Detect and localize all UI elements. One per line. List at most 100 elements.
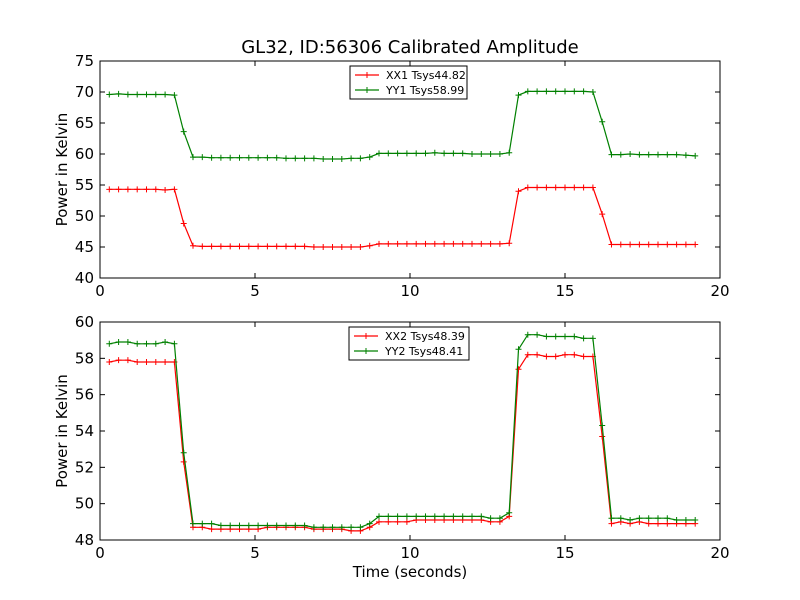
data-point — [413, 240, 420, 247]
data-point — [190, 154, 196, 161]
data-point — [115, 338, 122, 345]
data-point — [571, 351, 578, 358]
data-point — [599, 433, 606, 440]
x-tick-label: 0 — [95, 544, 105, 562]
data-point — [208, 526, 215, 533]
data-point — [441, 240, 448, 247]
data-point — [385, 518, 392, 525]
data-point — [543, 333, 550, 340]
data-point — [152, 340, 159, 347]
data-point — [403, 518, 410, 525]
data-point — [441, 513, 448, 520]
data-point — [338, 244, 345, 250]
data-point — [617, 241, 624, 248]
data-point — [264, 154, 271, 161]
data-point — [273, 522, 280, 529]
data-point — [617, 151, 624, 158]
data-point — [348, 155, 355, 162]
x-tick-label: 20 — [710, 282, 729, 300]
data-point — [515, 188, 522, 195]
data-point — [599, 422, 606, 429]
data-point — [627, 151, 634, 157]
data-point — [673, 517, 680, 524]
data-point — [180, 449, 187, 456]
data-point — [589, 184, 596, 191]
y-tick-label: 75 — [75, 52, 94, 70]
data-point — [459, 513, 466, 520]
data-point — [190, 520, 196, 527]
series-line — [109, 334, 696, 528]
data-point — [376, 518, 382, 525]
data-point — [515, 366, 522, 373]
data-point — [441, 150, 448, 157]
y-tick-label: 60 — [75, 313, 94, 331]
data-point — [208, 243, 215, 250]
data-point — [283, 243, 289, 250]
data-point — [524, 351, 531, 358]
data-point — [190, 242, 196, 249]
legend: XX1 Tsys44.82 YY1 Tsys58.99 — [349, 65, 468, 100]
data-point — [655, 520, 661, 527]
data-point — [422, 150, 429, 157]
legend-marker — [363, 348, 369, 354]
data-point — [124, 357, 131, 364]
data-point — [236, 154, 243, 161]
legend-box — [349, 65, 468, 100]
data-point — [636, 241, 643, 248]
data-point — [562, 351, 568, 358]
data-point — [376, 240, 382, 247]
x-tick-label: 0 — [95, 282, 105, 300]
data-point — [534, 351, 541, 358]
data-point — [162, 338, 169, 345]
data-point — [106, 340, 113, 347]
y-axis-label: Power in Kelvin — [53, 374, 71, 488]
y-tick-label: 52 — [75, 458, 94, 476]
y-tick-label: 55 — [75, 176, 94, 194]
data-point — [673, 151, 680, 158]
data-point — [459, 240, 466, 247]
y-tick-label: 54 — [75, 422, 94, 440]
data-point — [673, 241, 680, 248]
data-point — [152, 186, 159, 193]
y-tick-label: 45 — [75, 238, 94, 256]
top-plot: 0 5 10 15 20 40 45 50 55 60 65 70 75 Power in Kelvin X… — [53, 52, 730, 300]
data-point — [366, 154, 373, 161]
data-point — [394, 513, 401, 520]
data-point — [431, 513, 438, 520]
series-0 — [106, 184, 699, 250]
y-tick-label: 50 — [75, 207, 94, 225]
data-point — [627, 241, 634, 248]
data-point — [320, 524, 327, 531]
legend-marker — [364, 87, 370, 93]
y-axis-label: Power in Kelvin — [53, 113, 71, 227]
data-point — [496, 151, 503, 157]
data-point — [571, 88, 578, 95]
data-point — [422, 240, 429, 247]
data-point — [664, 241, 671, 248]
x-tick-label: 5 — [250, 282, 260, 300]
data-point — [338, 155, 345, 162]
data-point — [134, 91, 141, 98]
data-point — [524, 184, 531, 191]
data-point — [552, 333, 559, 340]
data-point — [422, 513, 429, 520]
data-point — [208, 520, 215, 527]
legend: XX2 Tsys48.39 YY2 Tsys48.41 — [348, 326, 470, 361]
data-point — [162, 186, 169, 193]
data-point — [580, 353, 587, 360]
data-point — [124, 91, 131, 98]
data-point — [106, 186, 113, 193]
data-point — [320, 155, 327, 162]
data-point — [589, 89, 596, 95]
data-point — [664, 515, 671, 522]
data-point — [376, 150, 382, 157]
data-point — [106, 91, 113, 98]
data-point — [543, 184, 550, 191]
data-point — [580, 88, 587, 95]
data-point — [227, 243, 234, 250]
data-point — [227, 522, 234, 529]
data-point — [162, 358, 169, 365]
data-point — [366, 242, 373, 249]
data-point — [608, 241, 615, 248]
